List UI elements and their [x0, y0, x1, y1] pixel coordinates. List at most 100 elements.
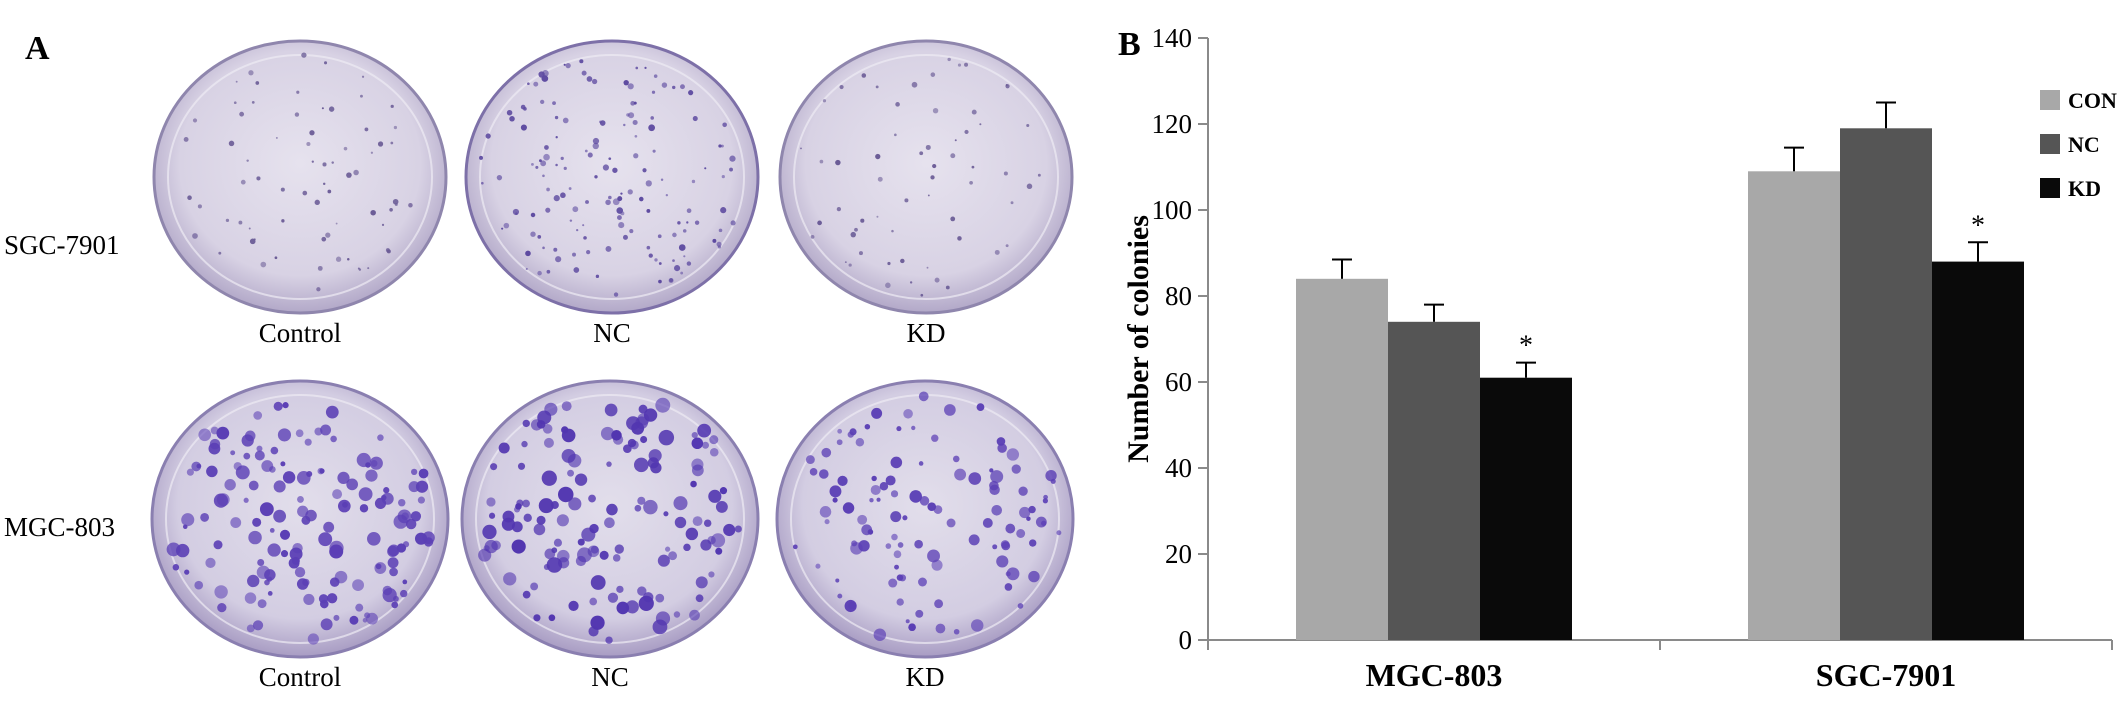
colony-dot [703, 519, 712, 527]
colony-dot [533, 614, 541, 622]
colony-dot [879, 482, 889, 491]
colony-dot [544, 548, 556, 560]
colony-dot [568, 187, 572, 190]
row-label-mgc-803: MGC-803 [4, 512, 116, 542]
colony-dot [605, 199, 611, 206]
colony-dot [503, 222, 510, 229]
legend-swatch-nc [2040, 134, 2060, 154]
colony-dot [694, 220, 700, 225]
colony-dot [541, 470, 557, 486]
colony-dot [896, 574, 904, 581]
colony-dot [673, 496, 688, 511]
colony-dot [918, 461, 924, 466]
colony-dot [918, 577, 927, 587]
colony-dot [546, 269, 551, 274]
colony-dot [729, 155, 736, 162]
colony-dot [554, 115, 559, 120]
colony-dot [543, 437, 554, 448]
bar-kd [1932, 261, 2024, 640]
colony-dot [572, 206, 579, 213]
colony-dot [561, 401, 572, 412]
colony-dot [1017, 603, 1024, 609]
colony-dot [931, 559, 943, 571]
colony-dot [490, 463, 498, 471]
colony-dot [355, 603, 364, 612]
colony-dot [481, 181, 484, 185]
colony-dot [584, 149, 588, 153]
colony-dot [646, 208, 651, 213]
colony-dot [919, 496, 930, 506]
colony-dot [327, 189, 332, 194]
colony-dot [335, 222, 338, 225]
colony-dot [839, 84, 844, 90]
colony-dot [325, 232, 331, 238]
colony-dot [648, 124, 656, 132]
colony-dot [319, 468, 325, 474]
colony-dot [1029, 539, 1037, 547]
colony-dot [542, 246, 545, 250]
colony-dot [381, 223, 385, 226]
colony-dot [665, 194, 669, 197]
colony-dot [553, 247, 558, 252]
colony-dot [306, 470, 313, 478]
colony-dot [248, 530, 262, 545]
col-label-sgc-kd: KD [906, 318, 946, 348]
colony-dot [708, 571, 715, 578]
colony-dot [585, 200, 589, 204]
colony-dot [316, 287, 321, 292]
colony-dot [1004, 583, 1013, 591]
colony-dot [729, 167, 733, 172]
colony-dot [322, 162, 327, 167]
panel-a-letter: A [25, 30, 50, 67]
colony-dot [367, 531, 381, 546]
colony-dot [520, 124, 527, 131]
colony-dot [680, 84, 685, 90]
colony-dot [905, 619, 910, 624]
colony-dot [668, 551, 678, 561]
colony-dot [327, 593, 338, 604]
colony-dot [876, 497, 881, 502]
legend-label-nc: NC [2068, 132, 2100, 157]
colony-dot [365, 469, 378, 482]
colony-dot [538, 159, 542, 163]
colony-dot [908, 623, 916, 632]
colony-dot [393, 595, 399, 602]
colony-dot [979, 123, 982, 126]
colony-dot [876, 215, 879, 218]
colony-dot [545, 207, 551, 213]
colony-dot [192, 118, 198, 123]
colony-dot [691, 464, 704, 477]
colony-dot [629, 440, 639, 450]
colony-dot [719, 487, 728, 495]
colony-dot [230, 450, 236, 456]
colony-dot [927, 194, 930, 197]
colony-dot [645, 180, 652, 187]
colony-dot [586, 250, 591, 255]
colony-dot [398, 498, 406, 507]
colony-dot [957, 63, 962, 67]
colony-dot [210, 426, 219, 435]
colony-dot [891, 533, 898, 541]
colony-dot [1042, 498, 1048, 504]
colony-dot [555, 136, 558, 139]
colony-dot [652, 149, 656, 153]
colony-dot [415, 480, 429, 493]
colony-dot [557, 486, 574, 503]
colony-dot [1041, 520, 1047, 526]
colony-dot [530, 582, 539, 591]
colony-dot [328, 106, 335, 112]
colony-dot [836, 439, 843, 446]
colony-dot [172, 564, 180, 571]
colony-dot [715, 547, 723, 555]
colony-dot [819, 469, 829, 479]
colony-dot [198, 428, 212, 442]
legend-label-con: CON [2068, 88, 2117, 113]
colony-dot [244, 592, 257, 604]
colony-dot [623, 79, 629, 86]
colony-dot [976, 403, 985, 412]
colony-dot [944, 404, 956, 416]
colony-dot [498, 442, 510, 454]
colony-dot [837, 428, 843, 434]
colony-dot [194, 580, 204, 590]
bar-nc [1840, 128, 1932, 641]
